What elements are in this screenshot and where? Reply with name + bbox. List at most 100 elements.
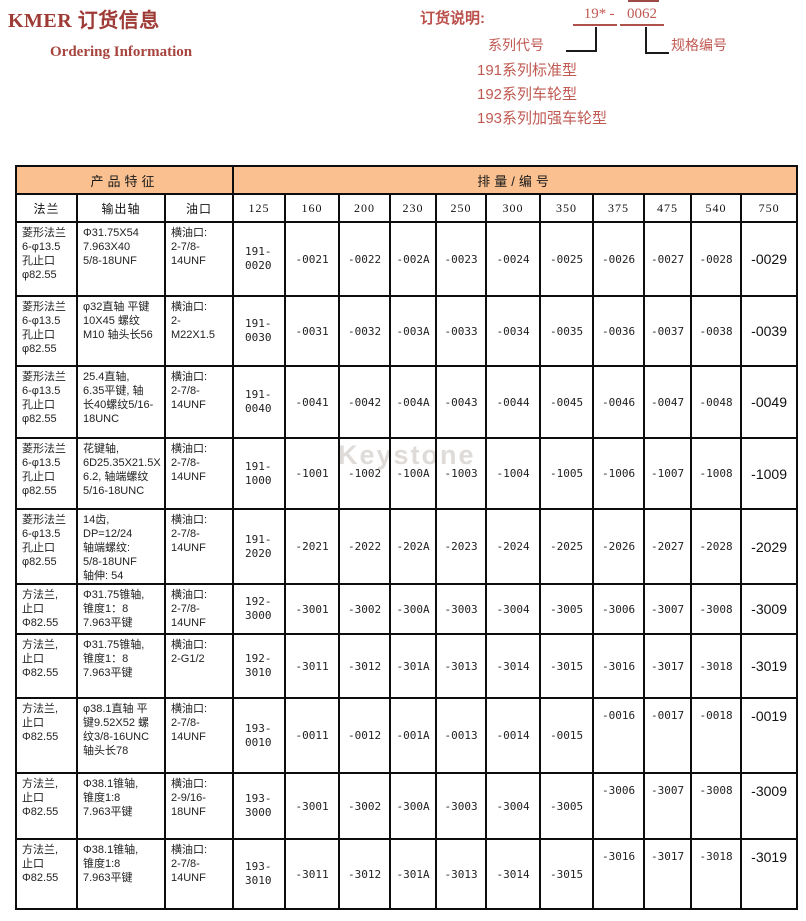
code-cell: -301A — [389, 633, 438, 699]
table-group-header-row: 产品特征 排量/编号 — [14, 165, 799, 195]
code-cell: -3006 — [592, 583, 646, 635]
code-cell: -0024 — [485, 221, 542, 297]
code-cell: -2022 — [338, 508, 392, 585]
spec-code-connector-line — [645, 27, 669, 54]
code-cell: 193- 0010 — [232, 697, 287, 774]
oil-port-cell: 横油口: 2-7/8- 14UNF — [163, 583, 235, 635]
header-product-features: 产品特征 — [14, 165, 235, 195]
code-separator: - — [609, 6, 615, 22]
code-cell: -002A — [389, 221, 438, 297]
column-header-displacement-200: 200 — [338, 193, 392, 223]
code-cell: -1007 — [643, 437, 693, 510]
subheader-flange: 法兰 — [15, 193, 78, 223]
code-cell: -2028 — [690, 508, 743, 585]
oil-port-cell: 横油口: 2-7/8- 14UNF — [163, 437, 235, 510]
code-cell: -0045 — [539, 365, 595, 439]
code-cell: -3011 — [284, 838, 341, 910]
table-row: 菱形法兰 6-φ13.5 孔止口 φ82.55 Φ31.75X54 7.963X4… — [15, 221, 799, 297]
flange-cell: 方法兰, 止口 Φ82.55 — [15, 772, 78, 840]
code-cell: -3012 — [338, 838, 392, 910]
code-cell: -3006 — [592, 772, 646, 840]
flange-cell: 菱形法兰 6-φ13.5 孔止口 φ82.55 — [15, 221, 78, 297]
flange-cell: 方法兰, 止口 Φ82.55 — [15, 838, 78, 910]
output-shaft-cell: 14齿, DP=12/24 轴端螺纹: 5/8-18UNF 轴伸: 54 — [76, 508, 166, 585]
flange-cell: 方法兰, 止口 Φ82.55 — [15, 583, 78, 635]
series-description-line: 191系列标准型 — [477, 62, 578, 79]
flange-cell: 菱形法兰 6-φ13.5 孔止口 φ82.55 — [15, 508, 78, 585]
code-cell: -3004 — [485, 772, 542, 840]
code-cell: -2024 — [485, 508, 542, 585]
output-shaft-cell: 花键轴, 6D25.35X21.5X 6.2, 轴端螺纹 5/16-18UNC — [76, 437, 166, 510]
code-cell: -3011 — [284, 633, 341, 699]
oil-port-cell: 横油口: 2-7/8- 14UNF — [163, 838, 235, 910]
code-cell: -0048 — [690, 365, 743, 439]
code-cell: -3008 — [690, 583, 743, 635]
code-cell: -2029 — [740, 508, 799, 585]
code-cell: -0018 — [690, 697, 743, 774]
code-cell: -0016 — [592, 697, 646, 774]
code-cell: -3018 — [690, 838, 743, 910]
code-cell: -2025 — [539, 508, 595, 585]
code-cell: -0019 — [740, 697, 799, 774]
column-header-displacement-350: 350 — [539, 193, 595, 223]
code-cell: -0023 — [435, 221, 488, 297]
code-cell: 192- 3010 — [232, 633, 287, 699]
code-cell: -3016 — [592, 838, 646, 910]
code-cell: -0022 — [338, 221, 392, 297]
code-cell: -0042 — [338, 365, 392, 439]
series-description-line: 192系列车轮型 — [477, 86, 578, 103]
code-cell: -3004 — [485, 583, 542, 635]
code-cell: 192- 3000 — [232, 583, 287, 635]
code-cell: -2023 — [435, 508, 488, 585]
oil-port-cell: 横油口: 2-7/8- 14UNF — [163, 221, 235, 297]
code-cell: -3001 — [284, 772, 341, 840]
code-cell: -3008 — [690, 772, 743, 840]
code-cell: -0014 — [485, 697, 542, 774]
code-cell: -0036 — [592, 295, 646, 367]
column-header-displacement-540: 540 — [690, 193, 743, 223]
code-cell: -301A — [389, 838, 438, 910]
code-cell: -2026 — [592, 508, 646, 585]
table-row: 方法兰, 止口 Φ82.55 Φ31.75锥轴, 锥度1：8 7.963平键 横油口… — [15, 583, 799, 635]
table-row: 菱形法兰 6-φ13.5 孔止口 φ82.55 花键轴, 6D25.35X21.5… — [15, 437, 799, 510]
flange-cell: 方法兰, 止口 Φ82.55 — [15, 697, 78, 774]
flange-cell: 方法兰, 止口 Φ82.55 — [15, 633, 78, 699]
table-row: 方法兰, 止口 Φ82.55 Φ31.75锥轴, 锥度1：8 7.963平键 横油口… — [15, 633, 799, 699]
flange-cell: 菱形法兰 6-φ13.5 孔止口 φ82.55 — [15, 365, 78, 439]
code-cell: -3002 — [338, 583, 392, 635]
code-cell: -3017 — [643, 633, 693, 699]
output-shaft-cell: Φ38.1锥轴, 锥度1:8 7.963平键 — [76, 772, 166, 840]
oil-port-cell: 横油口: 2- M22X1.5 — [163, 295, 235, 367]
page-title: KMER 订货信息 — [8, 10, 160, 32]
table-row: 方法兰, 止口 Φ82.55 Φ38.1锥轴, 锥度1:8 7.963平键 横油口:… — [15, 772, 799, 840]
series-code-connector-line — [566, 27, 597, 52]
code-cell: -0034 — [485, 295, 542, 367]
series-description-line: 193系列加强车轮型 — [477, 110, 608, 127]
code-cell: -3017 — [643, 838, 693, 910]
code-cell: -3007 — [643, 583, 693, 635]
code-cell: -1005 — [539, 437, 595, 510]
code-cell: -0012 — [338, 697, 392, 774]
code-cell: -3002 — [338, 772, 392, 840]
code-cell: -2021 — [284, 508, 341, 585]
code-cell: 191- 0020 — [232, 221, 287, 297]
code-cell: -0031 — [284, 295, 341, 367]
code-cell: -3009 — [740, 772, 799, 840]
code-cell: -3013 — [435, 633, 488, 699]
spec-code-label: 规格编号 — [671, 37, 727, 53]
output-shaft-cell: Φ31.75锥轴, 锥度1：8 7.963平键 — [76, 633, 166, 699]
column-header-displacement-475: 475 — [643, 193, 693, 223]
code-cell: -0039 — [740, 295, 799, 367]
output-shaft-cell: φ38.1直轴 平 键9.52X52 螺 纹3/8-16UNC 轴头长78 — [76, 697, 166, 774]
oil-port-cell: 横油口: 2-7/8- 14UNF — [163, 697, 235, 774]
code-cell: -1009 — [740, 437, 799, 510]
code-cell: -0027 — [643, 221, 693, 297]
column-header-displacement-230: 230 — [389, 193, 438, 223]
code-cell: -3012 — [338, 633, 392, 699]
code-cell: 191- 2020 — [232, 508, 287, 585]
series-code-label: 系列代号 — [488, 37, 544, 53]
code-cell: -001A — [389, 697, 438, 774]
code-cell: -004A — [389, 365, 438, 439]
code-cell: -0049 — [740, 365, 799, 439]
